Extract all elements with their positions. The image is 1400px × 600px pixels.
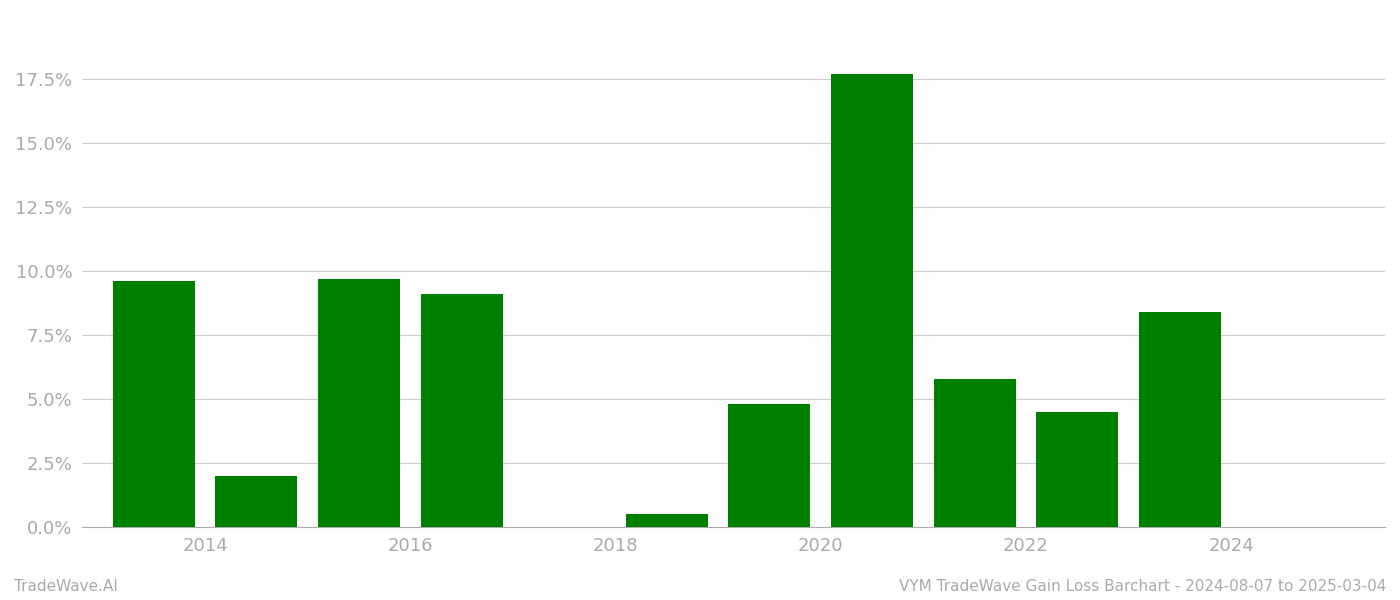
- Bar: [216, 476, 297, 527]
- Bar: [1138, 312, 1221, 527]
- Bar: [832, 74, 913, 527]
- Bar: [728, 404, 811, 527]
- Bar: [1036, 412, 1119, 527]
- Bar: [113, 281, 195, 527]
- Bar: [420, 294, 503, 527]
- Text: VYM TradeWave Gain Loss Barchart - 2024-08-07 to 2025-03-04: VYM TradeWave Gain Loss Barchart - 2024-…: [899, 579, 1386, 594]
- Text: TradeWave.AI: TradeWave.AI: [14, 579, 118, 594]
- Bar: [934, 379, 1015, 527]
- Bar: [318, 279, 400, 527]
- Bar: [626, 514, 708, 527]
